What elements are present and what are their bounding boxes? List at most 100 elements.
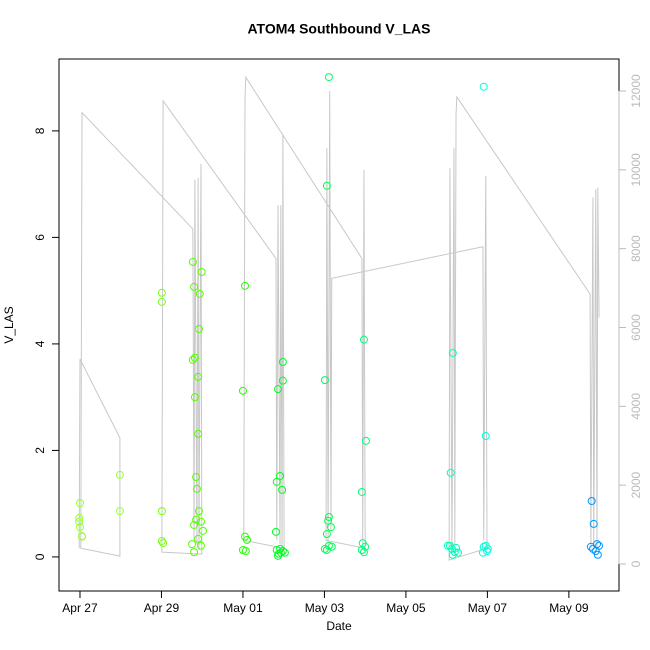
data-point	[190, 548, 199, 557]
data-point	[278, 485, 287, 494]
data-point	[75, 514, 84, 523]
data-point	[190, 353, 199, 362]
data-point	[157, 507, 166, 516]
data-point	[115, 507, 124, 516]
y2-tick-label: 10000	[629, 153, 643, 187]
data-point	[278, 376, 287, 385]
data-point	[188, 355, 197, 364]
data-point	[452, 543, 461, 552]
y2-tick-label: 8000	[629, 235, 643, 262]
data-point	[361, 436, 370, 445]
data-point	[448, 348, 457, 357]
y-tick-label: 4	[33, 340, 47, 347]
data-point	[196, 541, 205, 550]
data-point	[190, 393, 199, 402]
data-point	[196, 517, 205, 526]
data-point	[278, 358, 287, 367]
data-point	[115, 470, 124, 479]
data-point	[194, 534, 203, 543]
x-tick-label: Apr 27	[62, 601, 98, 615]
data-point	[75, 517, 84, 526]
data-point	[322, 530, 331, 539]
data-point	[322, 181, 331, 190]
data-point	[192, 473, 201, 482]
data-point	[273, 385, 282, 394]
data-point	[75, 499, 84, 508]
data-point	[157, 297, 166, 306]
data-point	[194, 372, 203, 381]
data-point	[192, 515, 201, 524]
data-point	[159, 539, 168, 548]
data-point	[194, 324, 203, 333]
data-point	[243, 535, 252, 544]
data-point	[589, 519, 598, 528]
data-point	[194, 429, 203, 438]
y-tick-label: 6	[33, 234, 47, 241]
data-point	[276, 471, 285, 480]
data-point	[359, 548, 368, 557]
y2-tick-label: 2000	[629, 471, 643, 498]
data-point	[450, 548, 459, 557]
x-tick-label: May 09	[549, 601, 589, 615]
y-tick-label: 2	[33, 447, 47, 454]
data-point	[188, 540, 197, 549]
data-point	[359, 335, 368, 344]
data-point	[240, 281, 249, 290]
data-point	[195, 289, 204, 298]
data-point	[320, 544, 329, 553]
x-tick-label: May 03	[305, 601, 345, 615]
x-axis-label: Date	[326, 619, 352, 633]
data-point	[587, 497, 596, 506]
y2-tick-label: 0	[629, 560, 643, 567]
y2-tick-label: 6000	[629, 314, 643, 341]
data-point	[276, 544, 285, 553]
x-tick-label: Apr 29	[144, 601, 180, 615]
data-point	[357, 487, 366, 496]
data-point	[320, 376, 329, 385]
data-point	[478, 548, 487, 557]
data-point	[324, 516, 333, 525]
data-point	[322, 545, 331, 554]
data-point	[357, 545, 366, 554]
data-point	[593, 550, 602, 559]
data-point	[481, 541, 490, 550]
x-tick-label: May 01	[223, 601, 263, 615]
data-point	[586, 542, 595, 551]
data-point	[188, 257, 197, 266]
y-axis-label: V_LAS	[2, 306, 16, 343]
x-tick-label: May 05	[386, 601, 426, 615]
chart-title: ATOM4 Southbound V_LAS	[247, 21, 430, 37]
line-series	[78, 75, 600, 561]
y-tick-label: 0	[33, 553, 47, 560]
data-point	[479, 82, 488, 91]
data-point	[272, 545, 281, 554]
data-point	[595, 541, 604, 550]
y2-tick-label: 12000	[629, 74, 643, 108]
data-point	[78, 532, 87, 541]
data-point	[241, 547, 250, 556]
data-point	[194, 507, 203, 516]
data-point	[448, 550, 457, 559]
data-point	[324, 73, 333, 82]
x-tick-label: May 07	[468, 601, 508, 615]
data-point	[192, 484, 201, 493]
y-tick-label: 8	[33, 127, 47, 134]
data-point	[481, 432, 490, 441]
data-point	[75, 523, 84, 532]
data-point	[190, 520, 199, 529]
data-point	[326, 523, 335, 532]
data-point	[446, 468, 455, 477]
data-point	[157, 536, 166, 545]
data-point	[190, 282, 199, 291]
data-point	[324, 512, 333, 521]
data-point	[238, 386, 247, 395]
data-point	[443, 541, 452, 550]
data-point	[157, 288, 166, 297]
y2-tick-label: 4000	[629, 393, 643, 420]
data-point	[454, 548, 463, 557]
data-point	[271, 527, 280, 536]
data-point	[272, 477, 281, 486]
data-point	[199, 526, 208, 535]
